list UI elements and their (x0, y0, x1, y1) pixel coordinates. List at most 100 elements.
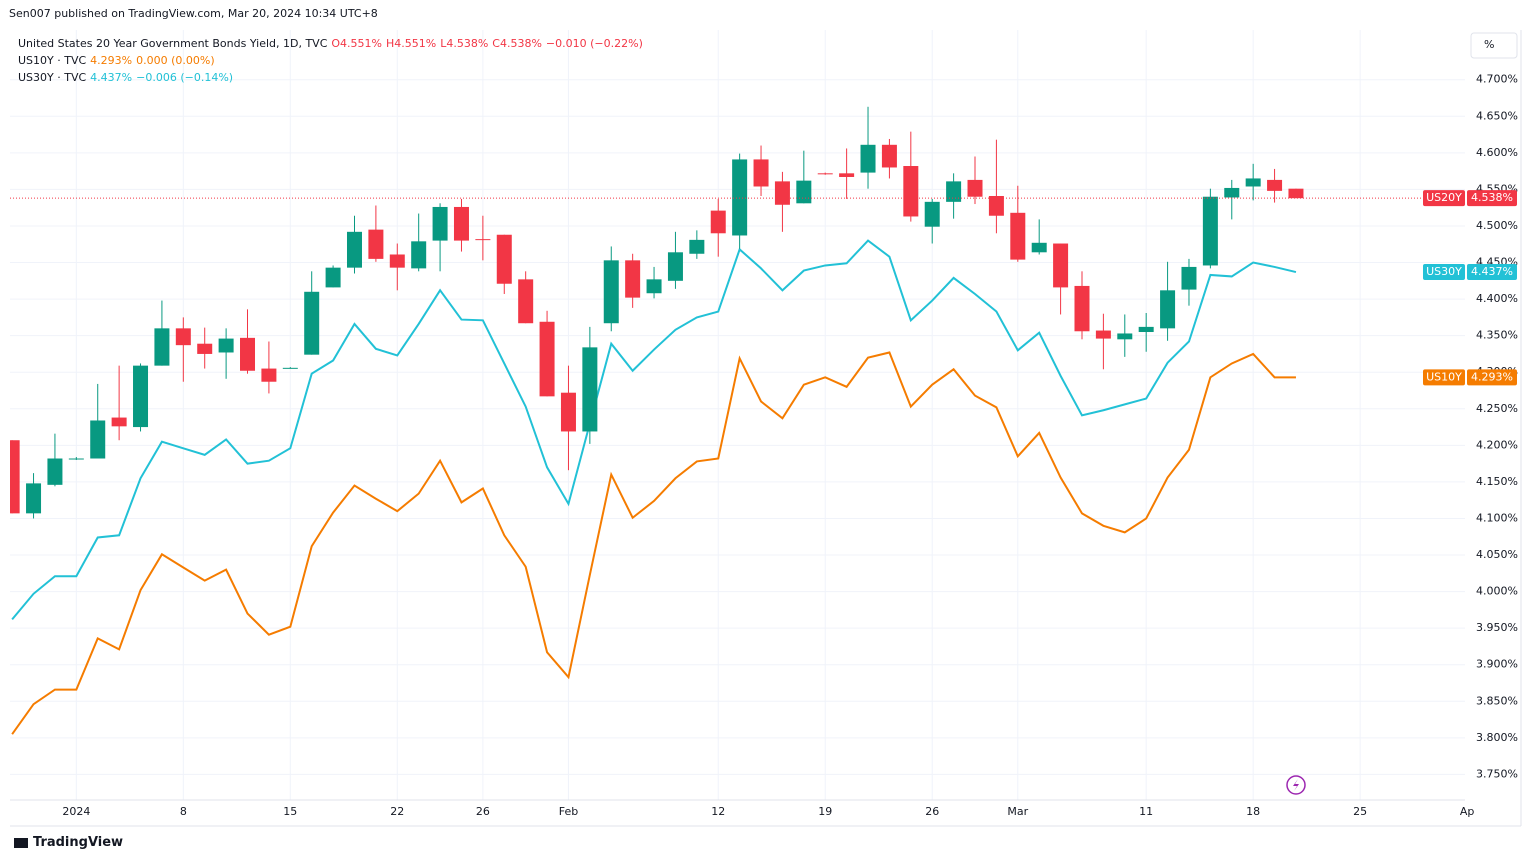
legend: United States 20 Year Government Bonds Y… (18, 35, 647, 86)
price-tag-label: 4.293% (1471, 370, 1513, 383)
price-tag (1423, 190, 1465, 207)
candle-body (261, 368, 277, 382)
y-tick-label: 4.250% (1476, 402, 1518, 415)
legend-name: US10Y · TVC (18, 54, 87, 67)
candle-body (282, 367, 298, 369)
x-tick-label: 11 (1139, 805, 1153, 818)
candle-body (1138, 326, 1154, 333)
price-tag-name: US10Y (1426, 370, 1462, 383)
candle-body (1074, 285, 1090, 332)
plot (10, 30, 1465, 800)
candle-body (1031, 242, 1047, 253)
x-tick-label: Ap (1460, 805, 1475, 818)
logo (14, 838, 28, 848)
candle-body (881, 144, 897, 168)
x-tick-label: 12 (711, 805, 725, 818)
candle-body (175, 328, 191, 346)
candle-body (304, 291, 320, 355)
x-tick-label: 19 (818, 805, 832, 818)
x-tick-label: Feb (559, 805, 578, 818)
unit-button[interactable] (1470, 32, 1518, 59)
y-tick-label: 4.650% (1476, 109, 1518, 122)
y-tick-label: 4.500% (1476, 219, 1518, 232)
legend-value: 4.437% (90, 71, 133, 84)
y-tick-label: 4.600% (1476, 146, 1518, 159)
candle-body (1010, 212, 1026, 260)
candle-body (1267, 179, 1283, 191)
y-tick-label: 3.950% (1476, 621, 1518, 634)
candle-body (1117, 333, 1133, 340)
legend-value: C4.538% (492, 37, 542, 50)
candle-body (411, 241, 427, 269)
candle-body (1245, 178, 1261, 187)
candle-body (710, 210, 726, 234)
candle-body (453, 206, 469, 241)
candle-body (47, 458, 63, 485)
candle-body (111, 417, 127, 427)
series-line (11, 239, 1297, 621)
candle-body (603, 260, 619, 324)
candle-body (924, 201, 940, 227)
candle-body (903, 166, 919, 217)
price-tag-name: US20Y (1426, 191, 1462, 204)
candle-body (646, 279, 662, 294)
price-tag (1423, 369, 1465, 386)
candle-body (368, 229, 384, 259)
series-line (11, 351, 1296, 735)
legend-value: 4.293% (90, 54, 133, 67)
candle-body (988, 195, 1004, 216)
price-tag-name: US30Y (1426, 265, 1462, 278)
candle-body (1202, 196, 1218, 266)
candle-body (560, 392, 576, 432)
candle-body (582, 347, 598, 432)
candle-body (154, 328, 170, 366)
candle-body (796, 180, 812, 204)
y-tick-label: 4.700% (1476, 73, 1518, 86)
x-tick-label: 18 (1246, 805, 1260, 818)
candle-body (432, 206, 448, 241)
legend-value: H4.551% (386, 37, 437, 50)
footer: TradingView (33, 835, 124, 850)
candle-body (346, 231, 362, 268)
candle-body (26, 483, 42, 514)
candle-body (667, 252, 683, 281)
x-tick-label: 25 (1353, 805, 1367, 818)
y-tick-label: 4.000% (1476, 585, 1518, 598)
x-tick-label: 22 (390, 805, 404, 818)
price-tag (1467, 264, 1517, 281)
candle-body (860, 144, 876, 173)
candle-body (1160, 290, 1176, 329)
x-tick-label: 26 (925, 805, 939, 818)
x-tick-label: 15 (283, 805, 297, 818)
legend-value: 0.000 (0.00%) (136, 54, 215, 67)
candle-body (133, 365, 149, 428)
candle-body (1224, 187, 1240, 198)
x-tick-label: 8 (180, 805, 187, 818)
candle-body (1095, 330, 1111, 339)
candle-body (839, 173, 855, 177)
candle-body (817, 173, 833, 175)
price-tag-label: 4.437% (1471, 265, 1513, 278)
y-tick-label: 4.200% (1476, 438, 1518, 451)
candle-body (774, 181, 790, 205)
legend-value: −0.006 (−0.14%) (136, 71, 234, 84)
y-tick-label: 4.400% (1476, 292, 1518, 305)
candle-body (625, 260, 641, 298)
candle-body (967, 179, 983, 197)
candle-body (197, 343, 213, 354)
legend-name: United States 20 Year Government Bonds Y… (18, 37, 328, 50)
price-tag (1467, 190, 1517, 207)
legend-name: US30Y · TVC (18, 71, 87, 84)
price-tag (1467, 369, 1517, 386)
y-tick-label: 4.150% (1476, 475, 1518, 488)
candle-body (218, 338, 234, 353)
legend-value: −0.010 (−0.22%) (545, 37, 643, 50)
legend-row: US10Y · TVC 4.293% 0.000 (0.00%) (18, 52, 647, 69)
event-icon[interactable] (1286, 775, 1306, 795)
candle-body (1053, 243, 1069, 288)
candle-body (1288, 188, 1304, 199)
price-tag-label: 4.538% (1471, 191, 1513, 204)
candle-body (389, 254, 405, 268)
